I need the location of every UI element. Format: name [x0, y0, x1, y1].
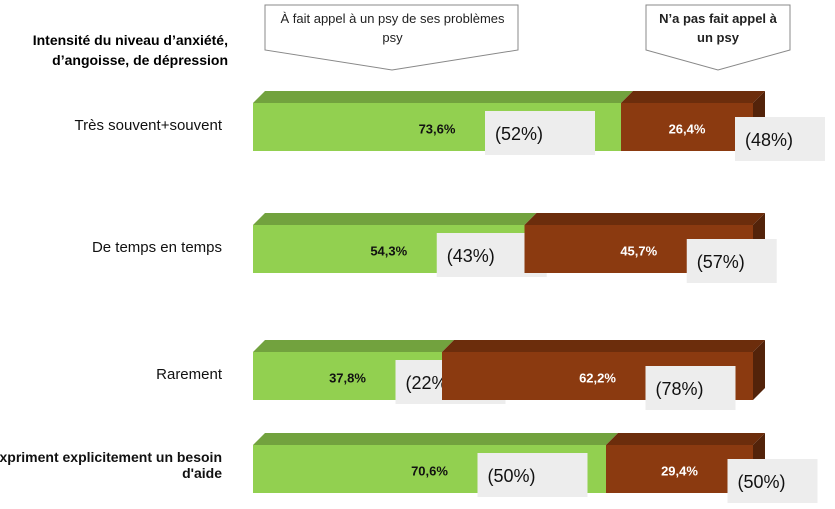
bar-side	[753, 340, 765, 400]
bar-top	[253, 213, 537, 225]
bar-top	[621, 91, 765, 103]
bar-top	[253, 91, 633, 103]
legend-callout	[264, 4, 519, 71]
value-label: 70,6%	[411, 463, 448, 478]
value-label: 73,6%	[419, 121, 456, 136]
bracket-label: (52%)	[495, 124, 543, 144]
bar-top	[253, 433, 618, 445]
value-label: 29,4%	[661, 463, 698, 478]
bracket-label: (22%)	[406, 373, 454, 393]
category-label: De temps en temps	[91, 239, 222, 256]
category-label: Très souvent+souvent	[74, 117, 222, 134]
bracket-box	[485, 111, 595, 155]
category-label: Rarement	[156, 366, 222, 383]
bracket-box	[727, 459, 818, 503]
bracket-box	[686, 239, 777, 283]
value-label: 37,8%	[329, 370, 366, 385]
value-label: 62,2%	[579, 370, 616, 385]
bracket-label: (50%)	[738, 472, 786, 492]
bracket-box	[477, 453, 588, 497]
value-label: 54,3%	[370, 243, 407, 258]
legend-callout	[645, 4, 791, 71]
bar-top	[606, 433, 765, 445]
bracket-label: (50%)	[488, 466, 536, 486]
bar-top	[253, 340, 454, 352]
legend-entry: N’a pas fait appel à un psy	[659, 11, 777, 45]
bracket-box	[735, 117, 825, 161]
bracket-box	[645, 366, 736, 410]
value-label: 26,4%	[669, 121, 706, 136]
bracket-label: (57%)	[697, 252, 745, 272]
bar	[621, 103, 753, 151]
category-label: Expriment explicitement un besoin d'aide	[0, 449, 222, 481]
legend-entry: À fait appel à un psy de ses problèmes p…	[280, 11, 505, 45]
bracket-label: (78%)	[656, 379, 704, 399]
bracket-label: (43%)	[447, 246, 495, 266]
value-label: 45,7%	[620, 243, 657, 258]
bracket-label: (48%)	[745, 130, 793, 150]
bar-top	[524, 213, 765, 225]
chart-title: Intensité du niveau d’anxiété, d’angoiss…	[32, 32, 228, 68]
bar-top	[442, 340, 765, 352]
